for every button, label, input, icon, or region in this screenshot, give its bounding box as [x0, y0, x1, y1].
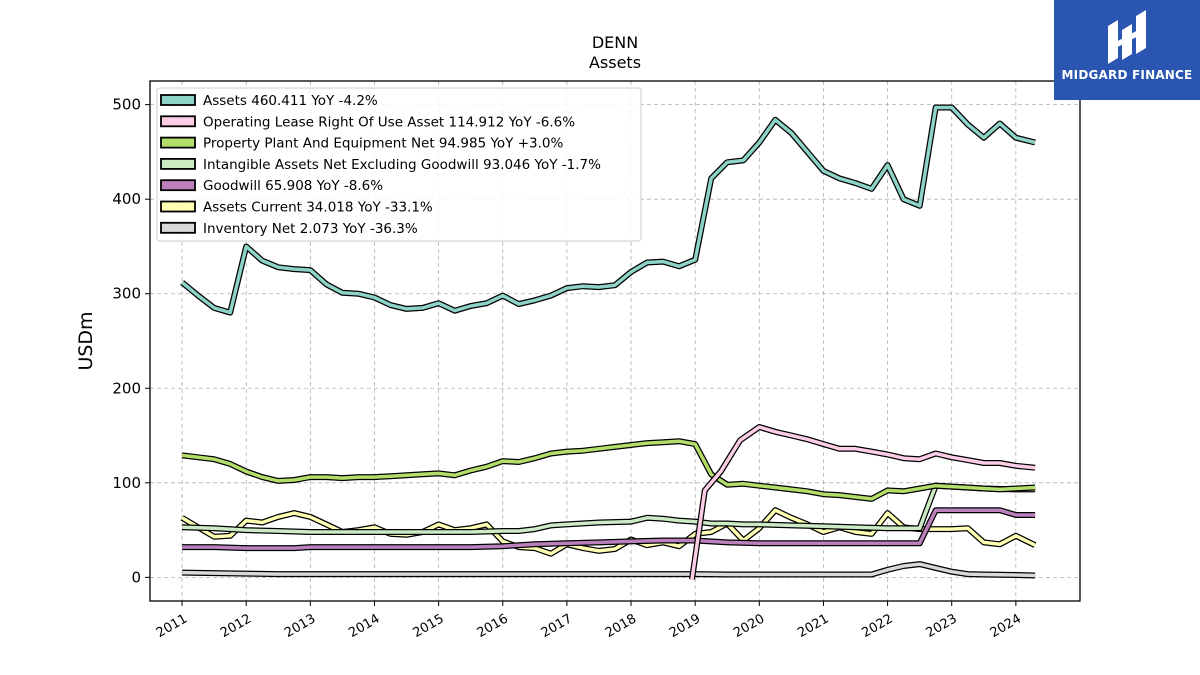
x-tick-label: 2013 — [282, 611, 318, 641]
legend-label: Assets 460.411 YoY -4.2% — [203, 93, 378, 109]
series-line — [181, 438, 1036, 502]
y-tick-label: 300 — [112, 285, 141, 303]
x-tick-label: 2014 — [346, 611, 382, 641]
y-axis-label: USDm — [75, 311, 97, 370]
series-line — [182, 482, 1036, 535]
y-tick-label: 100 — [112, 474, 141, 492]
x-tick-label: 2015 — [410, 611, 446, 641]
legend-item: Operating Lease Right Of Use Asset 114.9… — [160, 114, 575, 130]
y-tick-label: 0 — [131, 568, 141, 586]
y-tick-label: 200 — [112, 379, 141, 397]
x-tick-label: 2022 — [859, 611, 895, 641]
x-tick-label: 2019 — [667, 611, 703, 641]
legend-swatch — [160, 157, 196, 170]
series-line — [182, 561, 1036, 579]
y-axis: 0 100 200 300 400 500 — [112, 96, 150, 586]
y-tick-label: 500 — [112, 96, 141, 114]
x-tick-label: 2017 — [539, 611, 575, 641]
legend-label: Property Plant And Equipment Net 94.985 … — [203, 136, 563, 152]
brand-name: MIDGARD FINANCE — [1061, 68, 1193, 82]
legend-label: Inventory Net 2.073 YoY -36.3% — [203, 221, 418, 237]
legend-item: Assets 460.411 YoY -4.2% — [160, 93, 378, 109]
series-line — [689, 424, 1036, 580]
x-tick-label: 2021 — [795, 611, 831, 641]
x-tick-label: 2018 — [603, 611, 639, 641]
legend-label: Assets Current 34.018 YoY -33.1% — [203, 200, 433, 216]
series-lines — [180, 104, 1037, 580]
x-tick-label: 2012 — [218, 611, 254, 641]
brand-mark-icon — [1108, 10, 1146, 64]
legend-label: Operating Lease Right Of Use Asset 114.9… — [203, 114, 575, 130]
y-tick-label: 400 — [112, 190, 141, 208]
legend-box — [156, 87, 642, 242]
series-line — [182, 507, 1036, 552]
legend-item: Property Plant And Equipment Net 94.985 … — [160, 136, 563, 152]
series-line — [180, 104, 1036, 316]
x-tick-label: 2016 — [475, 611, 511, 641]
legend: Assets 460.411 YoY -4.2% Operating Lease … — [156, 87, 642, 242]
legend-label: Intangible Assets Net Excluding Goodwill… — [203, 157, 601, 173]
legend-item: Intangible Assets Net Excluding Goodwill… — [160, 157, 601, 173]
chart-title: DENN — [592, 33, 638, 52]
x-tick-label: 2020 — [731, 611, 767, 641]
x-tick-label: 2023 — [924, 611, 960, 641]
legend-item: Inventory Net 2.073 YoY -36.3% — [160, 221, 418, 237]
legend-swatch — [160, 179, 196, 192]
x-tick-label: 2011 — [154, 611, 190, 641]
legend-swatch — [160, 200, 196, 213]
legend-swatch — [160, 136, 196, 149]
x-axis: 2011 2012 2013 2014 2015 2016 2017 2018 2019 2020… — [154, 601, 1024, 641]
legend-item: Assets Current 34.018 YoY -33.1% — [160, 200, 433, 216]
series-line — [180, 507, 1037, 557]
legend-item: Goodwill 65.908 YoY -8.6% — [160, 178, 383, 194]
brand-logo: MIDGARD FINANCE — [1054, 0, 1200, 100]
legend-swatch — [160, 221, 196, 234]
legend-label: Goodwill 65.908 YoY -8.6% — [203, 178, 383, 194]
chart-subtitle: Assets — [589, 53, 641, 72]
x-tick-label: 2024 — [988, 611, 1024, 641]
legend-swatch — [160, 115, 196, 128]
plot-frame — [149, 80, 1081, 602]
legend-swatch — [160, 94, 196, 106]
